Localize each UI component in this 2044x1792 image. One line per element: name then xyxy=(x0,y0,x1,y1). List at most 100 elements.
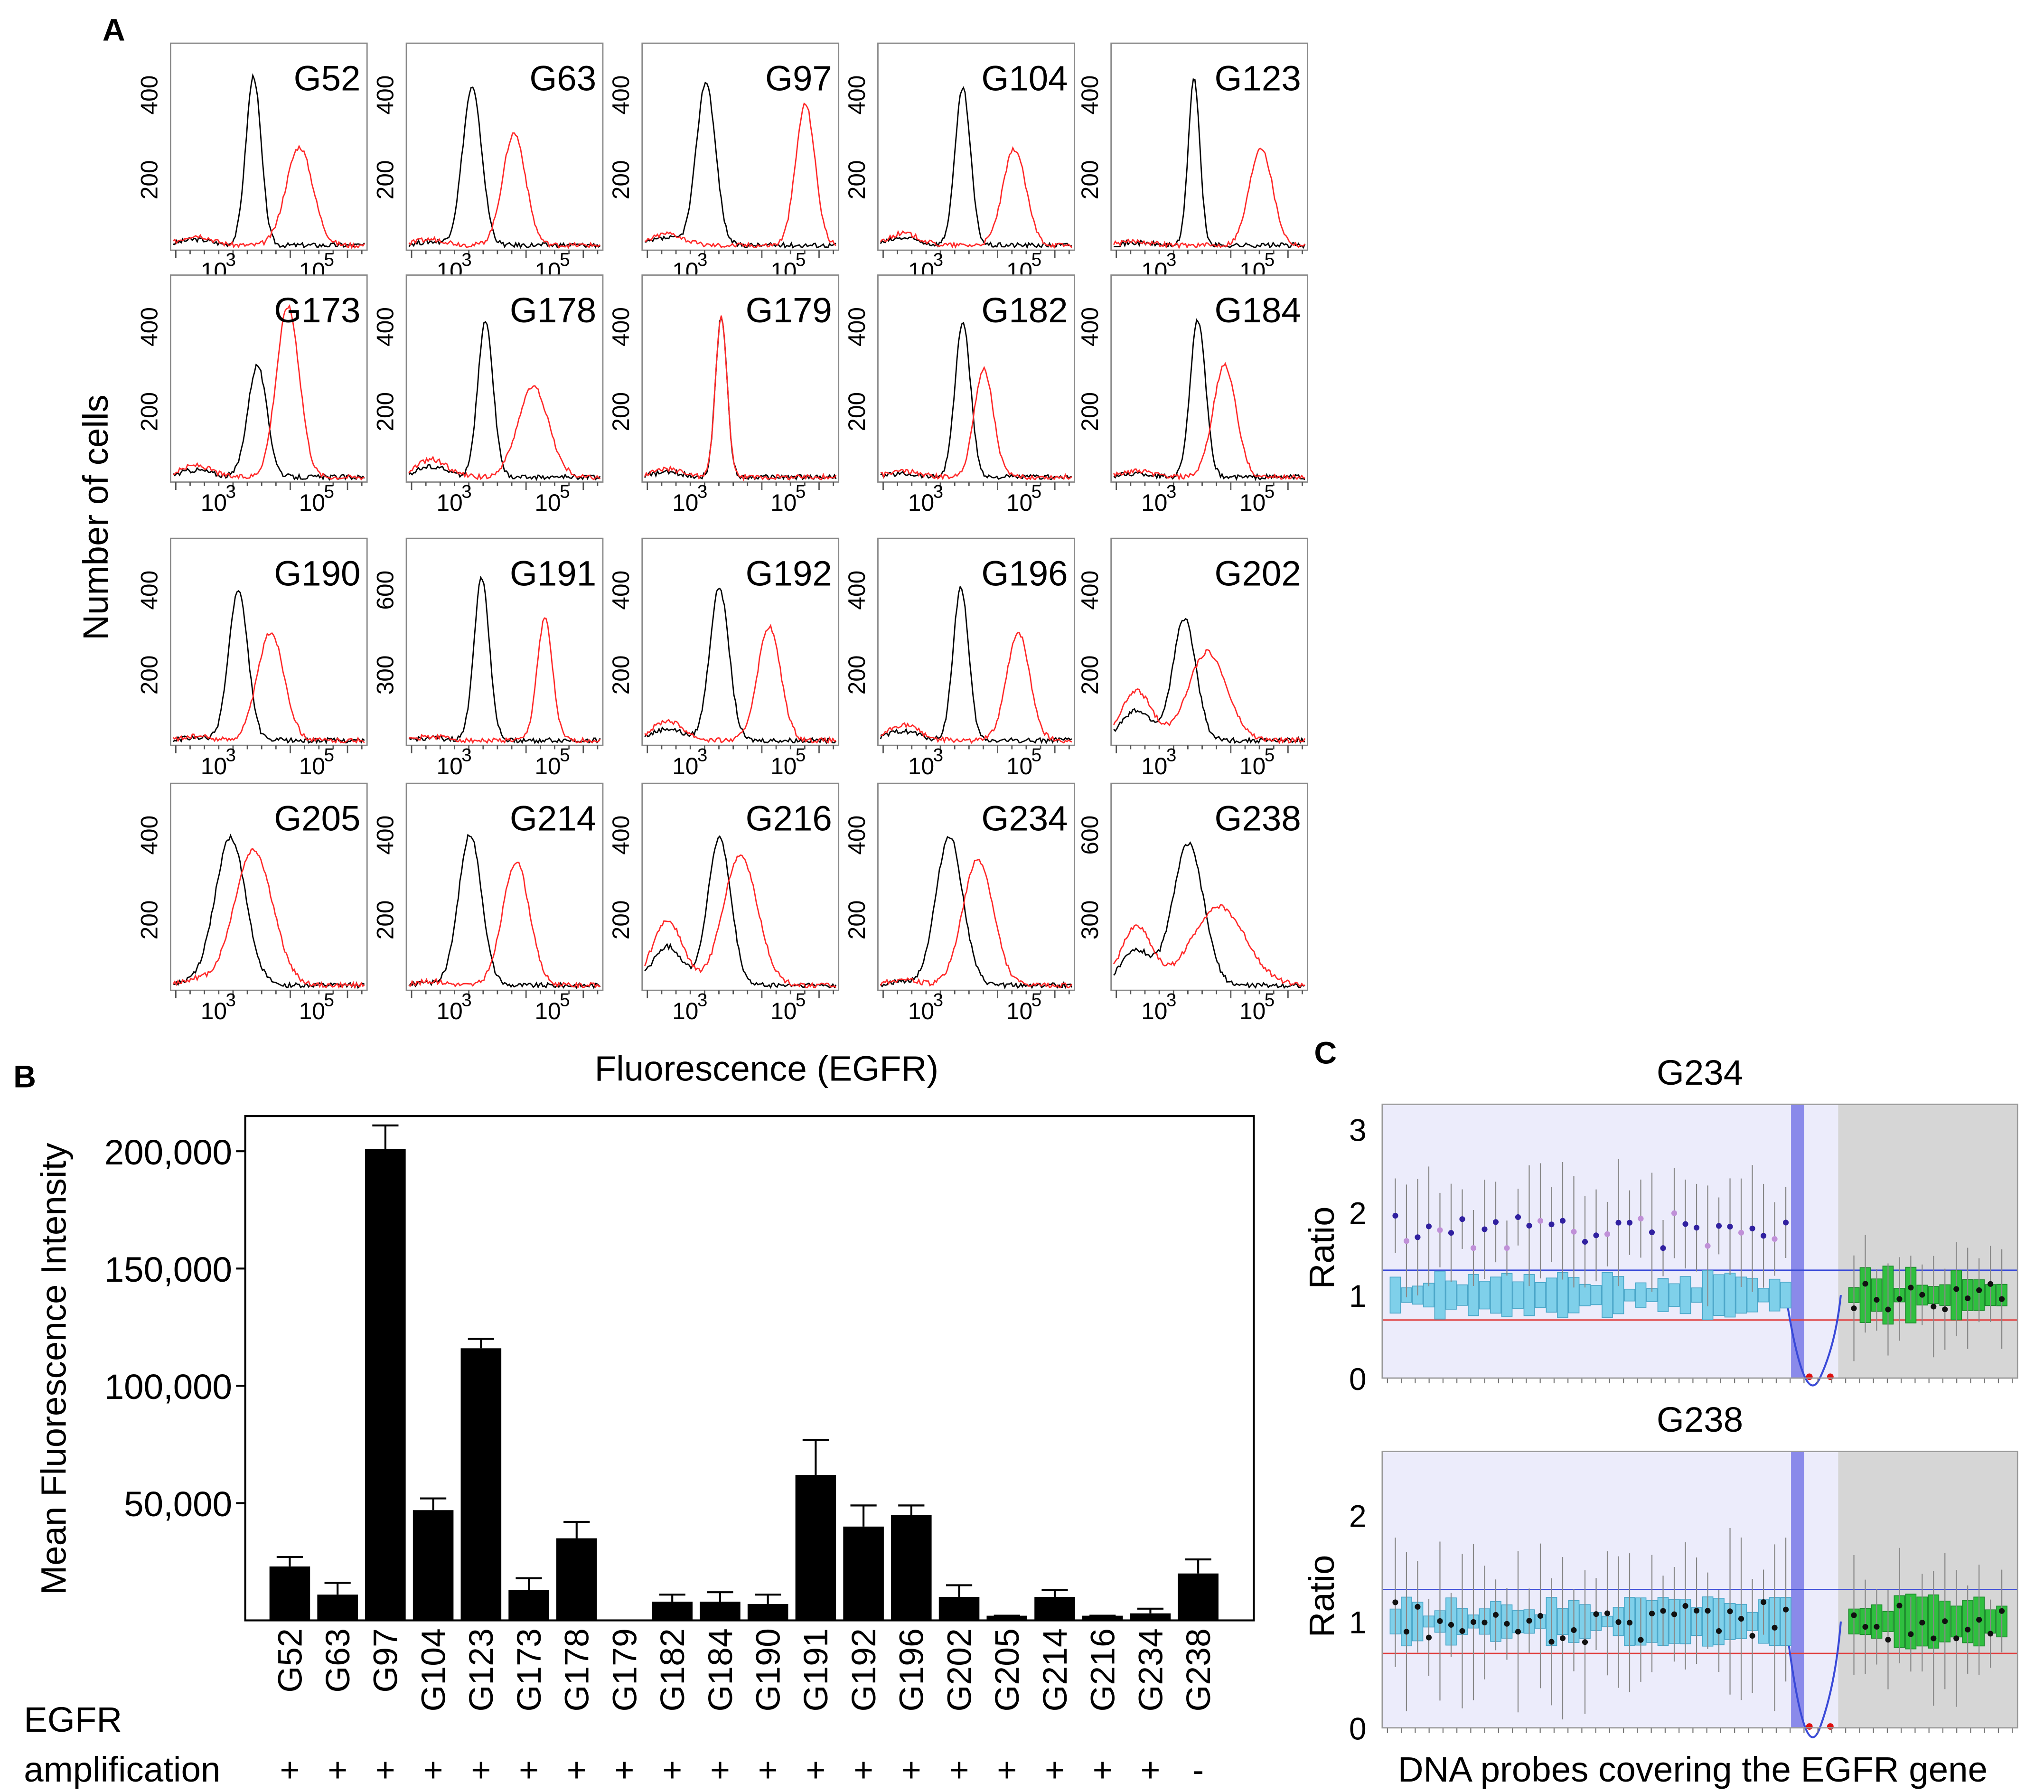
probe-point xyxy=(1976,1617,1982,1623)
probe-point xyxy=(1425,1223,1432,1229)
probe-point xyxy=(1705,1243,1711,1249)
probe-point xyxy=(1705,1608,1711,1614)
probe-point xyxy=(1693,1607,1700,1614)
histogram-ytick-label: 400 xyxy=(136,816,163,855)
probe-box xyxy=(1657,1278,1669,1313)
probe-point xyxy=(1626,1620,1633,1626)
histogram-xtick-exponent: 3 xyxy=(226,250,236,270)
histogram-sample-label: G214 xyxy=(510,799,596,838)
ratio-plot-ylabel: Ratio xyxy=(1302,1206,1341,1289)
histogram-xtick-exponent: 3 xyxy=(461,990,471,1010)
histogram-xtick-label: 10 xyxy=(201,998,227,1024)
probe-point xyxy=(1851,1612,1857,1618)
control-histogram-line xyxy=(880,321,1072,480)
histogram-sample-label: G196 xyxy=(981,554,1068,593)
histogram-ytick-label: 400 xyxy=(372,816,398,855)
egfr-row-label: EGFR xyxy=(24,1700,122,1739)
histogram-ytick-label: 200 xyxy=(844,160,870,199)
probe-point xyxy=(1470,1619,1477,1625)
probe-point xyxy=(1716,1628,1722,1634)
bar-category-label: G191 xyxy=(797,1628,835,1711)
probe-point xyxy=(1415,1234,1421,1240)
probe-box xyxy=(1535,1282,1546,1308)
histogram-xtick-label: 10 xyxy=(534,489,561,516)
probe-point xyxy=(1470,1245,1477,1251)
histogram-xtick-exponent: 3 xyxy=(226,990,236,1010)
probe-point xyxy=(1660,1608,1666,1614)
histogram-xtick-exponent: 3 xyxy=(1166,745,1176,765)
probe-point xyxy=(1415,1604,1421,1610)
histogram-sample-label: G173 xyxy=(274,291,360,330)
probe-point xyxy=(1738,1616,1744,1622)
bar xyxy=(652,1601,693,1621)
probe-point xyxy=(1942,1306,1948,1313)
probe-point xyxy=(1671,1611,1678,1617)
probe-box xyxy=(1691,1287,1702,1303)
histogram-xtick-label: 10 xyxy=(436,489,462,516)
zero-point xyxy=(1827,1373,1834,1380)
histogram-xtick-exponent: 3 xyxy=(697,482,707,502)
histogram-ytick-label: 200 xyxy=(1077,392,1103,432)
histogram-frame xyxy=(169,42,368,251)
ratio-ytick-label: 3 xyxy=(1349,1113,1367,1148)
panel-a-xlabel: Fluorescence (EGFR) xyxy=(595,1049,938,1088)
histogram-ytick-label: 400 xyxy=(372,75,398,115)
probe-point xyxy=(1896,1296,1903,1302)
histogram-xtick-label: 10 xyxy=(534,998,561,1024)
histogram-xtick-label: 10 xyxy=(1141,489,1167,516)
histogram-xtick-exponent: 5 xyxy=(324,250,334,270)
right-region xyxy=(1838,1104,2018,1378)
panel-label-a: A xyxy=(103,13,125,48)
bar-ytick-label: 200,000 xyxy=(104,1133,232,1172)
bar-category-label: G184 xyxy=(702,1628,740,1711)
ratio-ytick-label: 1 xyxy=(1349,1279,1367,1314)
ratio-plot-g238: G238 Ratio 0 1 2 xyxy=(1302,1400,2018,1747)
probe-point xyxy=(1908,1631,1914,1637)
probe-point xyxy=(1874,1623,1880,1630)
probe-point xyxy=(1749,1633,1755,1639)
egfr-histogram-line xyxy=(173,304,365,481)
bar-category-label: G205 xyxy=(988,1628,1026,1711)
probe-box xyxy=(1445,1280,1457,1310)
amplification-mark: + xyxy=(280,1751,300,1789)
probe-box xyxy=(1679,1276,1691,1314)
probe-box xyxy=(1624,1288,1635,1302)
probe-point xyxy=(1492,1612,1499,1618)
histogram-xtick-exponent: 3 xyxy=(461,745,471,765)
histogram-sample-label: G234 xyxy=(981,799,1068,838)
histogram-frame xyxy=(641,274,840,483)
egfr-histogram-line xyxy=(1113,904,1305,988)
histogram-xtick-exponent: 5 xyxy=(1265,250,1275,270)
histogram-xtick-label: 10 xyxy=(672,998,698,1024)
probe-point xyxy=(1931,1635,1937,1642)
probe-box xyxy=(1724,1273,1736,1318)
histogram-ytick-label: 400 xyxy=(1077,571,1103,610)
amplification-row-label: amplification xyxy=(24,1750,220,1789)
histogram-ytick-label: 300 xyxy=(372,655,398,694)
bar xyxy=(413,1510,454,1621)
probe-box xyxy=(1546,1277,1557,1313)
panel-a-histograms: A Number of cells Fluorescence (EGFR) G52 20… xyxy=(76,13,1308,1088)
histogram-ytick-label: 400 xyxy=(844,75,870,115)
histogram-ytick-label: 200 xyxy=(136,160,163,199)
histogram-ytick-label: 200 xyxy=(844,392,870,432)
amplification-mark: + xyxy=(423,1751,443,1789)
ratio-ytick-label: 2 xyxy=(1349,1499,1367,1534)
histogram-frame xyxy=(877,42,1075,251)
histogram-ytick-label: 400 xyxy=(136,307,163,347)
egfr-histogram-line xyxy=(645,102,836,249)
histogram-xtick-label: 10 xyxy=(299,753,325,779)
histogram-sample-label: G179 xyxy=(746,291,832,330)
histogram-xtick-label: 10 xyxy=(436,998,462,1024)
histogram-ytick-label: 200 xyxy=(844,655,870,694)
probe-box xyxy=(1713,1274,1725,1316)
histogram-ytick-label: 400 xyxy=(372,307,398,347)
histogram-xtick-label: 10 xyxy=(1141,753,1167,779)
histogram-xtick-exponent: 3 xyxy=(697,990,707,1010)
amplification-mark: + xyxy=(328,1751,347,1789)
probe-point xyxy=(1896,1603,1903,1609)
